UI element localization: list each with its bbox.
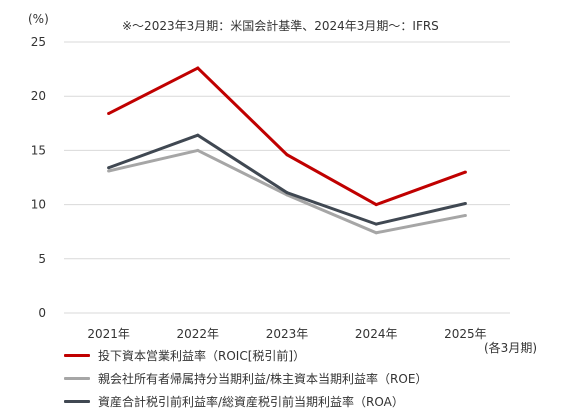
x-tick-label: 2021年 xyxy=(87,327,130,341)
series-line-0 xyxy=(107,66,466,207)
gridlines xyxy=(64,41,510,314)
data-point xyxy=(107,169,111,173)
y-axis-unit: (%) xyxy=(28,12,49,26)
x-tick-label: 2024年 xyxy=(355,327,398,341)
y-tick-label: 10 xyxy=(31,198,46,212)
x-axis-unit: (各3月期) xyxy=(484,340,537,355)
data-point xyxy=(374,231,378,235)
data-point xyxy=(107,112,111,116)
x-tick-label: 2023年 xyxy=(266,327,309,341)
y-tick-label: 15 xyxy=(31,143,46,157)
data-point xyxy=(196,66,200,70)
legend-label: 資産合計税引前利益率/総資産税引前当期利益率（ROA） xyxy=(98,395,404,409)
legend-swatch xyxy=(64,354,90,357)
x-tick-label: 2025年 xyxy=(444,327,487,341)
data-point xyxy=(463,213,467,217)
y-tick-label: 5 xyxy=(38,252,46,266)
legend-swatch xyxy=(64,377,90,380)
series-lines xyxy=(107,66,467,235)
legend-label: 投下資本営業利益率（ROIC[税引前]） xyxy=(98,349,306,363)
data-point xyxy=(285,191,289,195)
legend-item: 親会社所有者帰属持分当期利益/株主資本当期利益率（ROE） xyxy=(64,367,427,390)
legend-swatch xyxy=(64,400,90,403)
y-tick-label: 20 xyxy=(31,89,46,103)
legend-item: 投下資本営業利益率（ROIC[税引前]） xyxy=(64,344,427,367)
data-point xyxy=(374,203,378,207)
y-tick-label: 25 xyxy=(31,35,46,49)
data-point xyxy=(463,202,467,206)
data-point xyxy=(374,222,378,226)
y-tick-label: 0 xyxy=(38,306,46,320)
data-point xyxy=(463,170,467,174)
data-point xyxy=(107,166,111,170)
legend-item: 資産合計税引前利益率/総資産税引前当期利益率（ROA） xyxy=(64,390,427,413)
data-point xyxy=(285,153,289,157)
legend-label: 親会社所有者帰属持分当期利益/株主資本当期利益率（ROE） xyxy=(98,372,428,386)
data-point xyxy=(196,133,200,137)
y-axis-ticks: 0 5 10 15 20 25 xyxy=(31,35,46,320)
x-tick-label: 2022年 xyxy=(177,327,220,341)
data-point xyxy=(196,148,200,152)
legend: 投下資本営業利益率（ROIC[税引前]） 親会社所有者帰属持分当期利益/株主資本当… xyxy=(64,344,427,413)
series-line-2 xyxy=(108,133,466,226)
x-axis-ticks: 2021年 2022年 2023年 2024年 2025年 xyxy=(87,327,486,341)
accounting-note: ※～2023年3月期：米国会計基準、2024年3月期～：IFRS xyxy=(122,18,439,33)
